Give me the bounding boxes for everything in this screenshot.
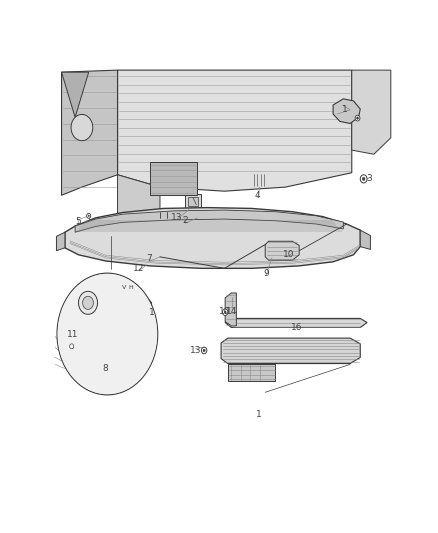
Text: 1: 1 — [342, 106, 348, 115]
Circle shape — [57, 273, 157, 394]
Polygon shape — [64, 335, 85, 353]
Text: 1: 1 — [256, 410, 262, 419]
Polygon shape — [61, 72, 88, 117]
Text: 13: 13 — [170, 213, 182, 222]
Polygon shape — [360, 230, 371, 249]
Text: 2: 2 — [183, 216, 188, 225]
Circle shape — [362, 177, 365, 181]
Circle shape — [78, 292, 98, 314]
Polygon shape — [117, 70, 352, 191]
Polygon shape — [74, 352, 109, 375]
Polygon shape — [221, 338, 360, 364]
Polygon shape — [225, 318, 367, 327]
Text: 9: 9 — [263, 269, 269, 278]
Text: 8: 8 — [102, 364, 108, 373]
Polygon shape — [333, 99, 360, 124]
Text: 13: 13 — [190, 345, 201, 354]
Text: 1: 1 — [148, 308, 154, 317]
FancyBboxPatch shape — [188, 197, 198, 206]
Polygon shape — [228, 365, 276, 381]
Text: 3: 3 — [366, 174, 371, 183]
Text: 5: 5 — [75, 216, 81, 225]
Polygon shape — [121, 292, 126, 314]
Text: V: V — [122, 285, 127, 290]
Text: 14: 14 — [226, 306, 238, 316]
Circle shape — [203, 349, 205, 352]
Polygon shape — [150, 163, 197, 195]
Circle shape — [70, 344, 74, 349]
FancyBboxPatch shape — [251, 172, 268, 187]
Text: 11: 11 — [67, 330, 78, 340]
Polygon shape — [117, 175, 160, 218]
Polygon shape — [130, 292, 134, 314]
Polygon shape — [75, 210, 343, 232]
Text: 7: 7 — [146, 254, 152, 263]
Circle shape — [83, 296, 93, 309]
Circle shape — [355, 115, 360, 121]
Polygon shape — [101, 292, 152, 327]
FancyBboxPatch shape — [185, 194, 201, 209]
Circle shape — [88, 215, 89, 216]
Text: 12: 12 — [133, 264, 145, 273]
Circle shape — [357, 117, 359, 119]
Polygon shape — [88, 375, 124, 382]
Circle shape — [223, 309, 228, 316]
Circle shape — [224, 311, 226, 313]
Text: 16: 16 — [291, 323, 302, 332]
Circle shape — [201, 347, 207, 354]
Polygon shape — [61, 70, 117, 195]
Polygon shape — [352, 70, 391, 154]
Text: 10: 10 — [219, 306, 230, 316]
Polygon shape — [265, 241, 299, 260]
FancyBboxPatch shape — [66, 342, 76, 350]
Text: 4: 4 — [255, 191, 261, 200]
Polygon shape — [65, 207, 360, 268]
Text: 10: 10 — [283, 250, 294, 259]
Circle shape — [360, 175, 367, 183]
Text: H: H — [129, 285, 134, 290]
Polygon shape — [225, 293, 237, 326]
Circle shape — [87, 213, 91, 219]
Polygon shape — [57, 232, 65, 251]
Circle shape — [71, 115, 93, 141]
